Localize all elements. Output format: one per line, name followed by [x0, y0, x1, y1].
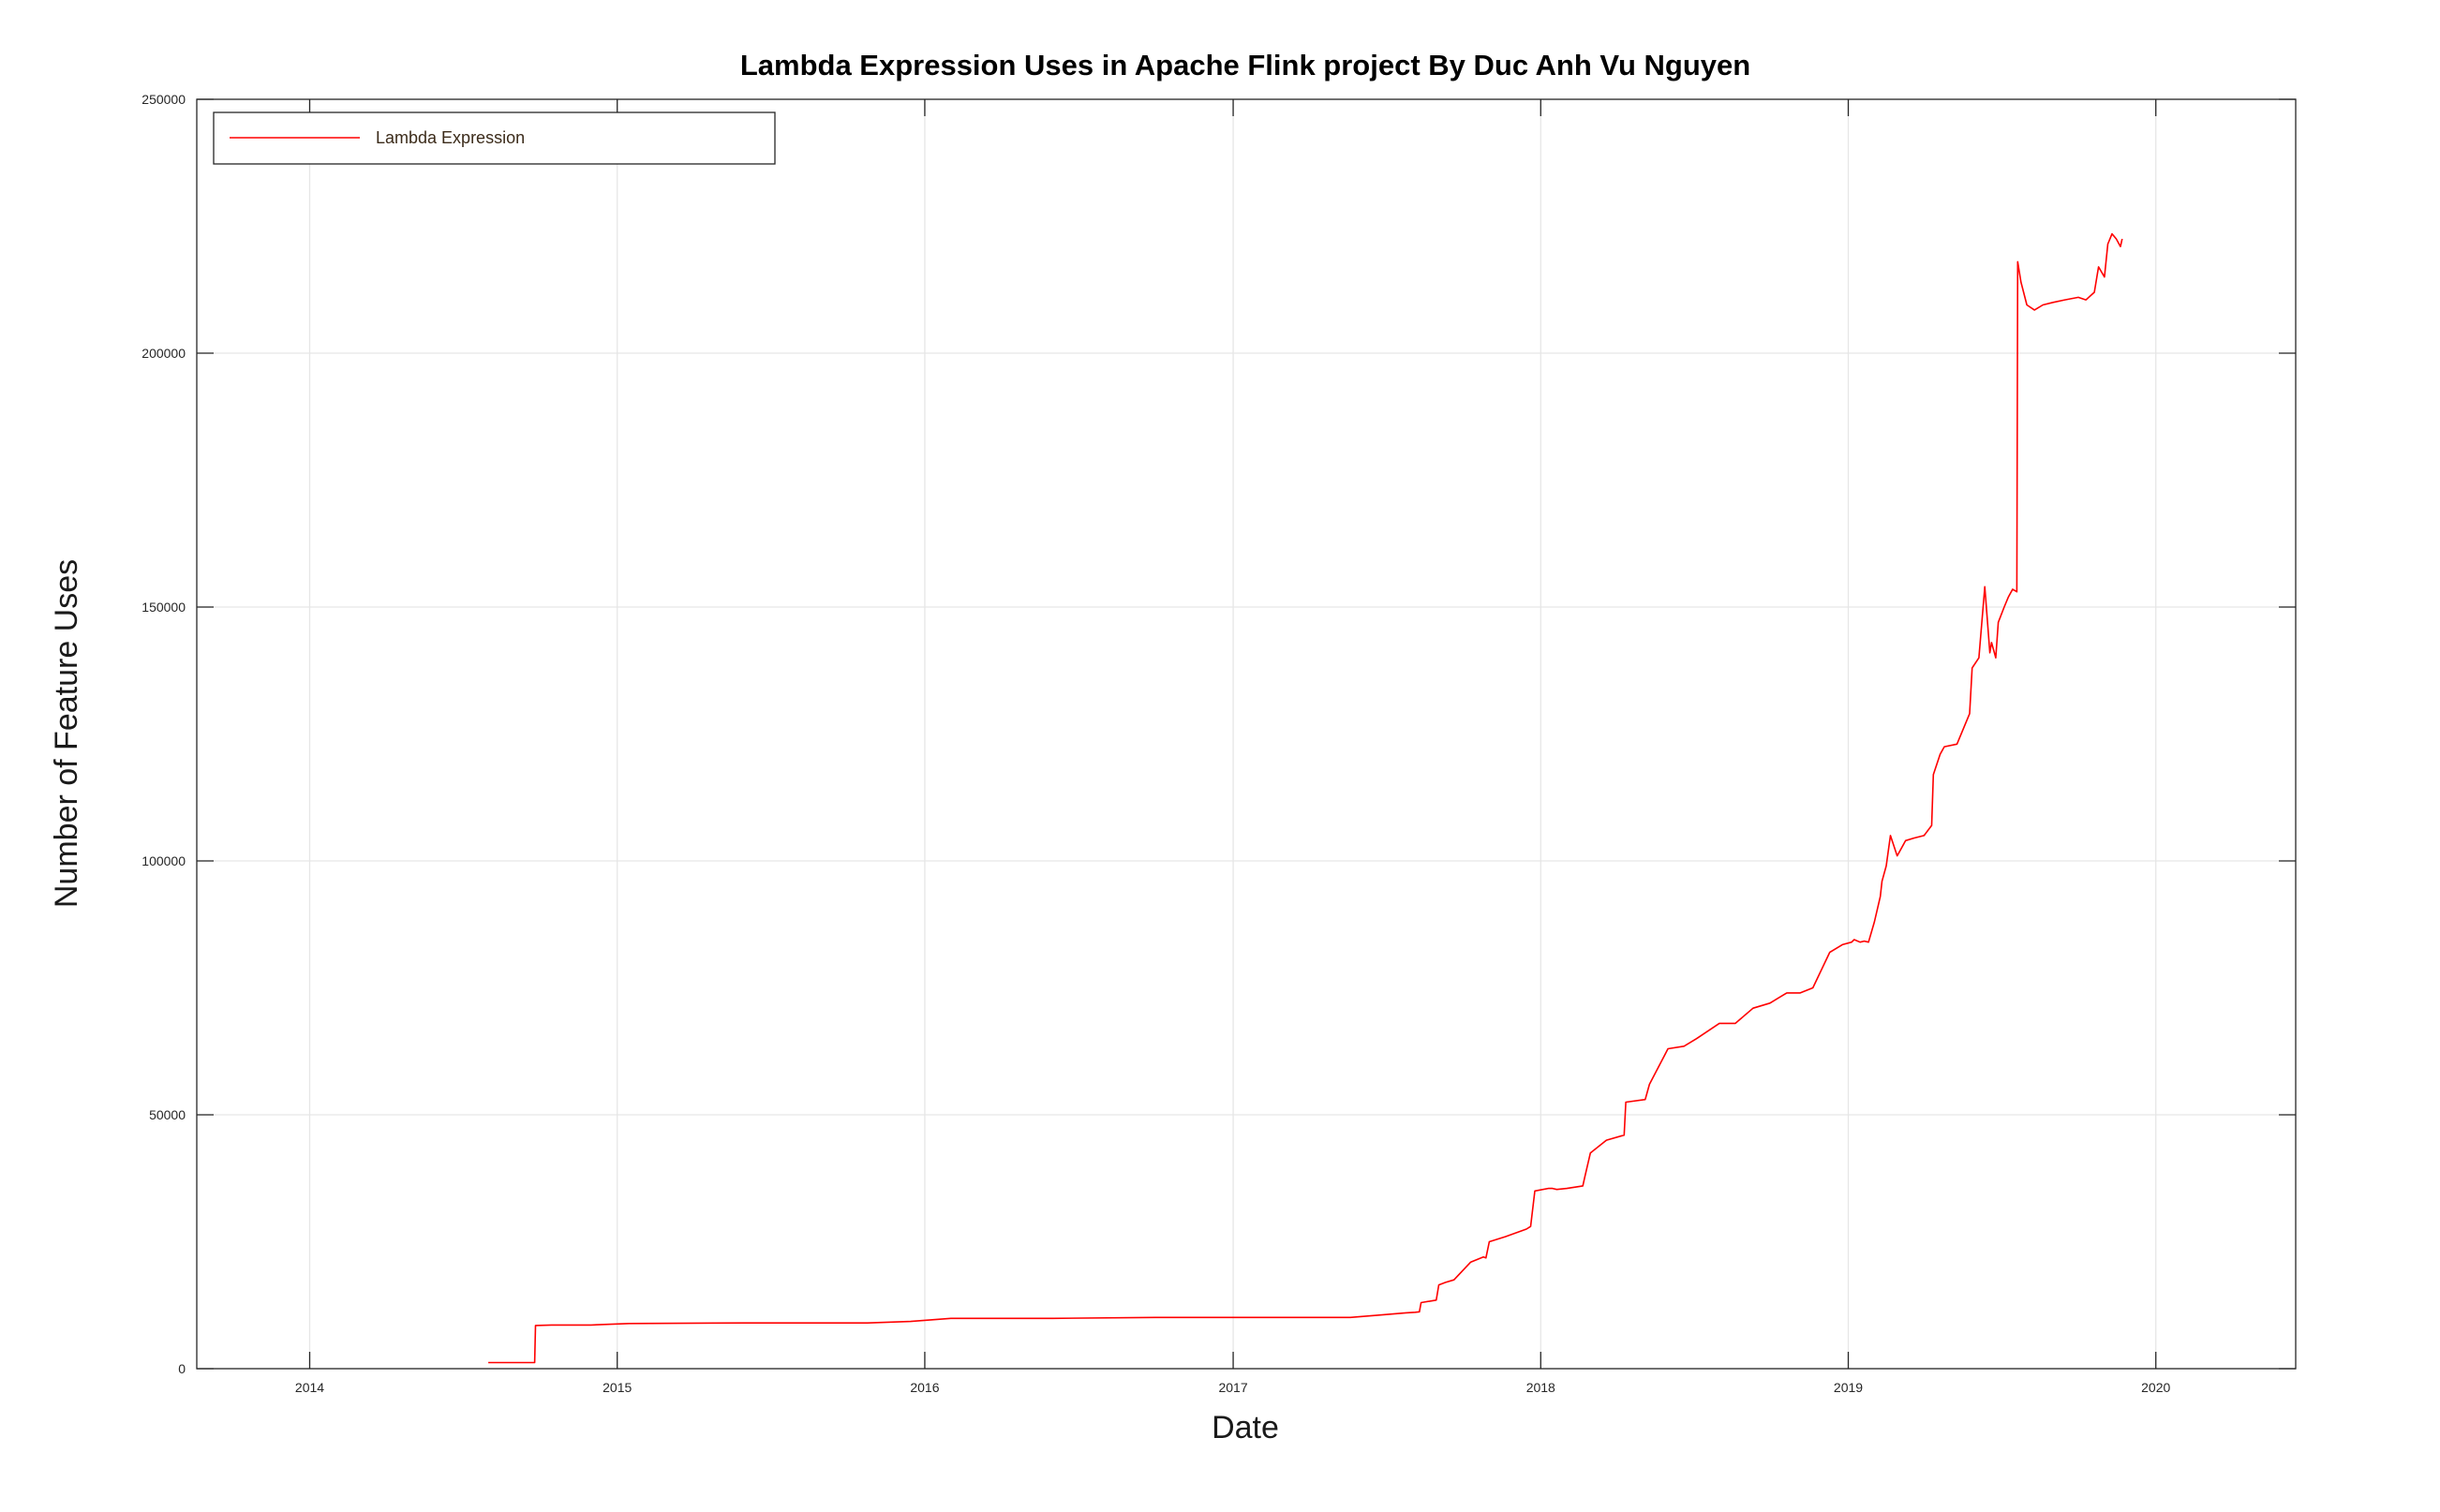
y-tick-label: 200000	[141, 346, 186, 361]
x-tick-label: 2020	[2141, 1380, 2170, 1395]
series-layer	[488, 232, 2123, 1364]
y-tick-label: 250000	[141, 92, 186, 107]
axes-frame	[196, 98, 2297, 1370]
series-line-lambda-expression	[488, 232, 2123, 1364]
x-axis-label: Date	[1212, 1410, 1279, 1445]
chart-title: Lambda Expression Uses in Apache Flink p…	[740, 49, 1750, 82]
x-tick-label: 2015	[603, 1380, 632, 1395]
x-tick-label: 2016	[910, 1380, 939, 1395]
legend: Lambda Expression	[213, 111, 776, 165]
y-axis-label: Number of Feature Uses	[49, 559, 84, 908]
grid-lines	[197, 98, 2296, 1370]
x-tick-label: 2017	[1218, 1380, 1247, 1395]
y-tick-label: 100000	[141, 853, 186, 868]
legend-label: Lambda Expression	[376, 128, 525, 147]
axis-ticks: 2014 2015 2016 2017 2018 2019 2020 0 50000 100000…	[141, 92, 2296, 1395]
x-tick-label: 2018	[1526, 1380, 1555, 1395]
y-tick-label: 150000	[141, 600, 186, 615]
y-tick-label: 0	[178, 1361, 186, 1376]
x-tick-label: 2014	[295, 1380, 324, 1395]
y-tick-label: 50000	[149, 1107, 186, 1122]
x-tick-label: 2019	[1834, 1380, 1863, 1395]
plot-area-border	[196, 98, 2297, 1370]
